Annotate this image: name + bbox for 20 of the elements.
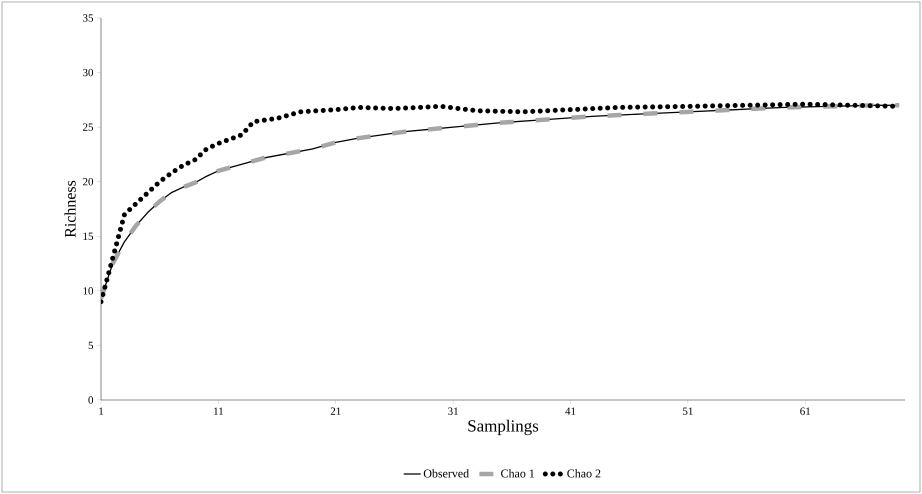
x-axis-title: Samplings: [468, 420, 538, 436]
y-tick-label: 30: [83, 68, 94, 76]
y-tick-label: 15: [84, 232, 94, 240]
legend-label: Observed: [424, 469, 469, 478]
y-axis-title: Richness: [64, 180, 76, 238]
y-tick-label: 35: [83, 14, 94, 22]
x-tick-label: 41: [565, 408, 576, 415]
x-tick-label: 31: [448, 408, 458, 415]
legend-label: Chao 2: [567, 469, 600, 478]
x-tick-label: 1: [99, 408, 104, 415]
x-tick-label: 21: [330, 408, 341, 415]
x-tick-label: 11: [214, 408, 223, 415]
y-tick-label: 20: [83, 178, 94, 186]
legend-label: Chao 1: [501, 469, 534, 478]
x-tick-label: 61: [800, 408, 810, 415]
y-tick-label: 0: [88, 396, 94, 404]
y-tick-label: 5: [88, 342, 94, 350]
y-tick-label: 25: [83, 123, 94, 131]
y-tick-label: 10: [84, 287, 94, 295]
x-tick-label: 51: [683, 408, 693, 415]
